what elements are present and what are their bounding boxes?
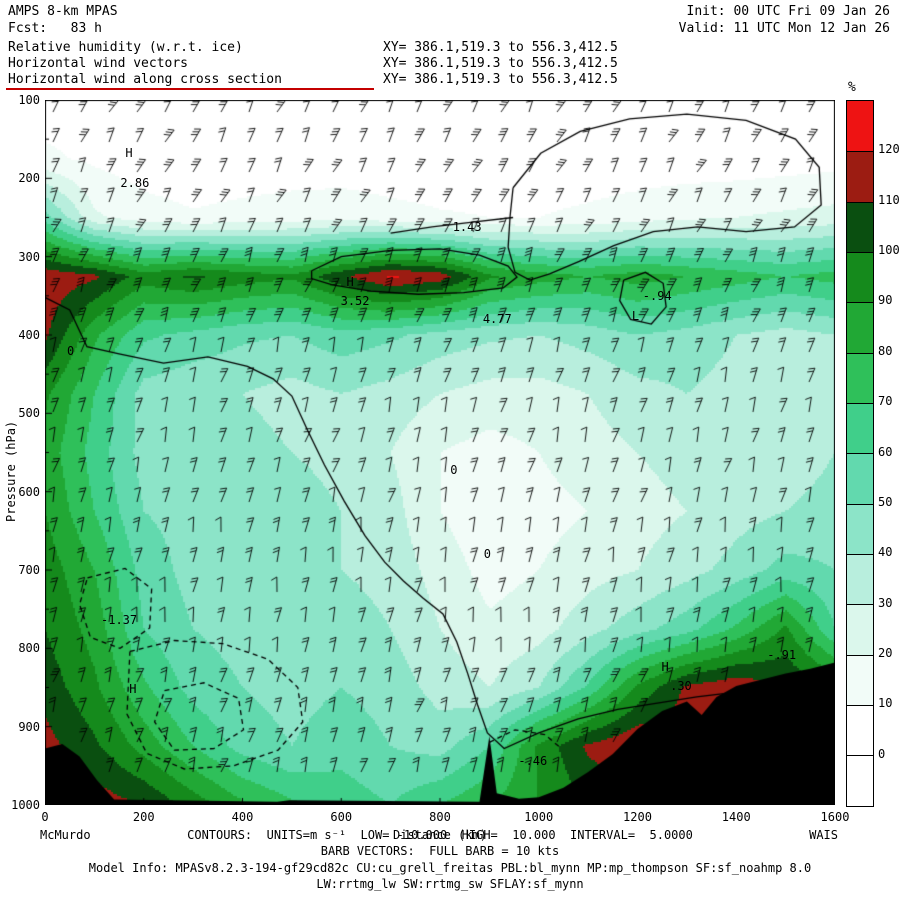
colorbar-segment [847,151,873,202]
x-tick-label: 1200 [623,810,652,824]
colorbar-units: % [848,80,856,95]
xy-coords-3: XY= 386.1,519.3 to 556.3,412.5 [383,72,618,87]
x-tick-label: 1600 [820,810,850,824]
colorbar-segment [847,453,873,504]
y-tick-label: 200 [18,171,40,186]
y-tick-label: 800 [18,641,40,656]
colorbar-tick-label: 100 [878,243,900,258]
init-time: Init: 00 UTC Fri 09 Jan 26 [686,4,891,19]
colorbar-tick-label: 50 [878,494,893,509]
colorbar-segment [847,352,873,404]
y-axis-label: Pressure (hPa) [4,420,18,522]
colorbar-tick-label: 110 [878,192,900,207]
physics-info-line: LW:rrtmg_lw SW:rrtmg_sw SFLAY:sf_mynn [316,877,584,891]
colorbar-tick-label: 0 [878,746,886,761]
barb-info-line: BARB VECTORS: FULL BARB = 10 kts [320,844,560,858]
cross-section-canvas [45,100,835,805]
field-label-cross: Horizontal wind along cross section [8,72,282,87]
colorbar [846,100,874,807]
colorbar-segment [847,201,873,253]
x-tick-label: 800 [429,810,451,824]
colorbar-tick-label: 60 [878,444,893,459]
contours-info-line: CONTOURS: UNITS=m s⁻¹ LOW= -10.000 HIGH=… [187,828,693,842]
station-right-label: WAIS [809,828,838,842]
colorbar-tick-label: 40 [878,545,893,560]
colorbar-segment [847,302,873,353]
x-tick-label: 0 [41,810,49,824]
x-tick-label: 1400 [721,810,751,824]
colorbar-tick-label: 70 [878,394,893,409]
colorbar-segment [847,705,873,756]
model-info-line: Model Info: MPASv8.2.3-194-gf29cd82c CU:… [88,861,812,875]
y-tick-label: 600 [18,484,40,499]
y-tick-label: 100 [18,93,40,107]
y-tick-label: 1000 [11,798,40,812]
colorbar-tick-label: 80 [878,343,893,358]
y-tick-label: 500 [18,406,40,421]
colorbar-segment [847,554,873,605]
colorbar-tick-label: 120 [878,142,900,157]
colorbar-tick-label: 10 [878,696,893,711]
colorbar-segment [847,654,873,706]
xy-coords-2: XY= 386.1,519.3 to 556.3,412.5 [383,56,618,71]
valid-time: Valid: 11 UTC Mon 12 Jan 26 [678,21,890,36]
x-tick-label: 200 [132,810,155,824]
colorbar-segment [847,755,873,806]
colorbar-segment [847,403,873,454]
cross-section-underline [6,88,374,90]
colorbar-tick-label: 30 [878,595,893,610]
colorbar-tick-label: 90 [878,293,893,308]
x-axis-label: Distance (km) [393,828,487,842]
field-label-rh: Relative humidity (w.r.t. ice) [8,40,243,55]
x-tick-label: 600 [330,810,353,824]
colorbar-segment [847,503,873,555]
model-title: AMPS 8-km MPAS [8,4,118,19]
colorbar-segment [847,101,873,152]
station-left-label: McMurdo [40,828,91,842]
x-tick-label: 400 [231,810,254,824]
y-tick-label: 300 [18,249,40,264]
y-tick-label: 400 [18,328,40,342]
field-label-wind: Horizontal wind vectors [8,56,189,71]
colorbar-segment [847,604,873,655]
xy-coords-1: XY= 386.1,519.3 to 556.3,412.5 [383,40,618,55]
x-tick-label: 1000 [524,810,554,824]
plot-area: H 2.86 1.43 H 3.52 4.77 L -.94 0 0 0 -1.37 H -.46 H .30… [45,100,835,805]
forecast-hour: Fcst: 83 h [8,21,102,36]
y-tick-label: 900 [18,719,40,734]
y-tick-label: 700 [18,563,40,577]
x-tick-labels: 0 200 400 600 800 1000 1200 1400 1600 [0,810,900,826]
colorbar-tick-label: 20 [878,645,893,660]
colorbar-segment [847,252,873,303]
